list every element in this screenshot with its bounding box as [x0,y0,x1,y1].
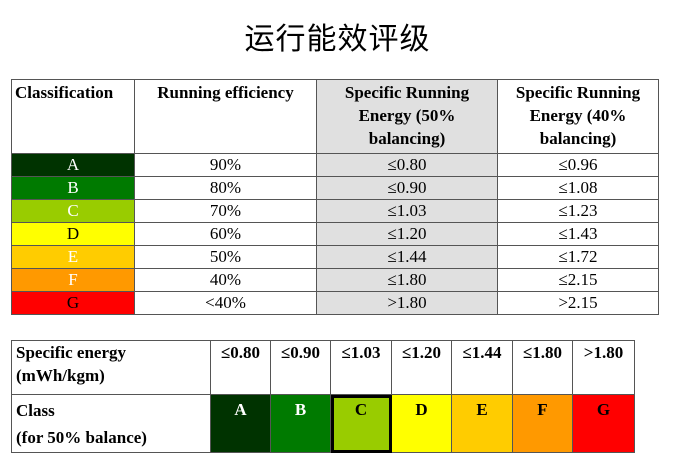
header-classification: Classification [11,79,135,154]
classification-row: D 60% ≤1.20 ≤1.43 [11,222,659,246]
class-swatch: D [391,394,452,453]
class-cell: C [11,199,135,223]
energy-50-cell: ≤1.20 [316,222,498,246]
class-swatch: E [451,394,513,453]
efficiency-cell: 80% [134,176,317,200]
threshold-cell: ≤1.20 [391,340,452,395]
threshold-cell: ≤1.80 [512,340,573,395]
classification-header-row: Classification Running efficiency Specif… [11,79,659,154]
threshold-cell: ≤0.90 [270,340,331,395]
threshold-cell: ≤0.80 [210,340,271,395]
energy-40-cell: ≤1.43 [497,222,659,246]
class-label-line1: Class [16,401,55,420]
class-scale-table: Specific energy (mWh/kgm) ≤0.80 ≤0.90 ≤1.0… [11,340,635,453]
class-cell: G [11,291,135,315]
class-label: Class (for 50% balance) [11,394,211,453]
energy-40-cell: ≤0.96 [497,153,659,177]
energy-50-cell: >1.80 [316,291,498,315]
class-label-line2: (for 50% balance) [16,428,147,447]
energy-50-cell: ≤1.44 [316,245,498,269]
header-specific-energy-40: Specific Running Energy (40% balancing) [497,79,659,154]
energy-50-cell: ≤0.90 [316,176,498,200]
specific-energy-label: Specific energy (mWh/kgm) [11,340,211,395]
threshold-cell: >1.80 [572,340,635,395]
efficiency-cell: 50% [134,245,317,269]
classification-row: F 40% ≤1.80 ≤2.15 [11,268,659,292]
classification-table: Classification Running efficiency Specif… [11,79,659,315]
energy-50-cell: ≤1.03 [316,199,498,223]
class-swatch-selected: C [330,394,392,453]
classification-row: C 70% ≤1.03 ≤1.23 [11,199,659,223]
class-cell: B [11,176,135,200]
header-running-efficiency: Running efficiency [134,79,317,154]
specific-energy-row: Specific energy (mWh/kgm) ≤0.80 ≤0.90 ≤1.0… [11,340,635,395]
class-cell: A [11,153,135,177]
efficiency-cell: 90% [134,153,317,177]
energy-40-cell: ≤1.08 [497,176,659,200]
threshold-cell: ≤1.44 [451,340,513,395]
energy-40-cell: >2.15 [497,291,659,315]
class-swatch: A [210,394,271,453]
classification-row: B 80% ≤0.90 ≤1.08 [11,176,659,200]
class-swatch: B [270,394,331,453]
class-cell: E [11,245,135,269]
energy-40-cell: ≤1.72 [497,245,659,269]
classification-row: A 90% ≤0.80 ≤0.96 [11,153,659,177]
specific-energy-label-line2: (mWh/kgm) [16,366,105,385]
efficiency-cell: 60% [134,222,317,246]
energy-50-cell: ≤0.80 [316,153,498,177]
threshold-cell: ≤1.03 [330,340,392,395]
class-swatch: G [572,394,635,453]
efficiency-cell: <40% [134,291,317,315]
class-cell: D [11,222,135,246]
header-specific-energy-50: Specific Running Energy (50% balancing) [316,79,498,154]
energy-50-cell: ≤1.80 [316,268,498,292]
class-cell: F [11,268,135,292]
class-swatch: F [512,394,573,453]
energy-40-cell: ≤2.15 [497,268,659,292]
page-title: 运行能效评级 [244,22,431,57]
specific-energy-label-line1: Specific energy [16,343,126,362]
classification-row: E 50% ≤1.44 ≤1.72 [11,245,659,269]
energy-40-cell: ≤1.23 [497,199,659,223]
efficiency-cell: 40% [134,268,317,292]
classification-row: G <40% >1.80 >2.15 [11,291,659,315]
efficiency-cell: 70% [134,199,317,223]
